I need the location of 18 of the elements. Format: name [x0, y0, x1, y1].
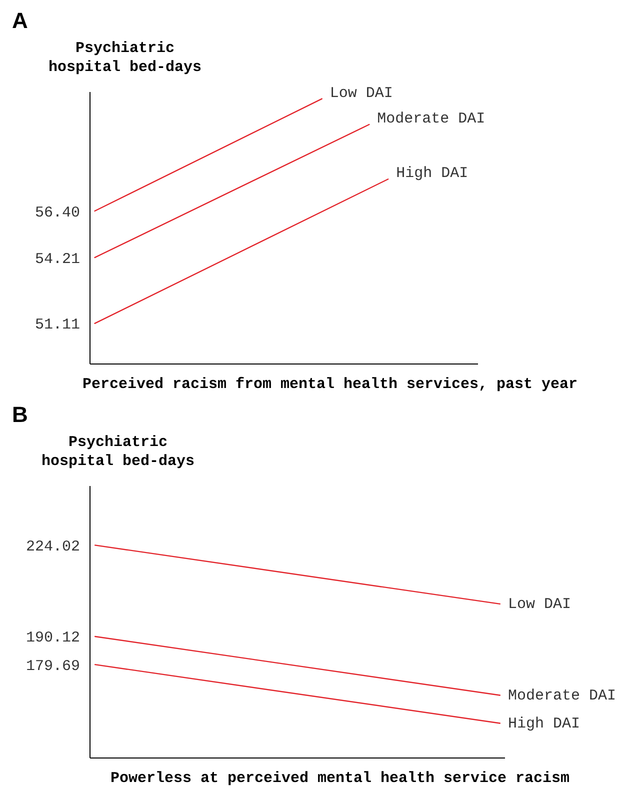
y-tick-label: 179.69 — [26, 658, 80, 675]
y-axis-title: Psychiatric hospital bed-days — [48, 40, 202, 76]
x-axis-title: Powerless at perceived mental health service racism — [110, 770, 570, 787]
y-axis-title: Psychiatric hospital bed-days — [41, 434, 195, 470]
y-tick-label: 190.12 — [26, 630, 80, 647]
y-tick-label: 224.02 — [26, 538, 80, 556]
y-tick-label: 54.21 — [34, 250, 80, 268]
series-label: Low DAI — [508, 596, 571, 613]
series-label: Moderate DAI — [508, 687, 616, 704]
chart-title: B — [12, 402, 28, 427]
series-label: High DAI — [508, 715, 580, 732]
y-tick-label: 51.11 — [34, 316, 80, 334]
series-label: Low DAI — [330, 84, 393, 102]
x-axis-title: Perceived racism from mental health services, past year — [82, 376, 578, 393]
series-label: Moderate DAI — [377, 110, 486, 128]
chart-title: A — [12, 8, 28, 33]
series-label: High DAI — [396, 165, 468, 182]
y-tick-label: 56.40 — [34, 204, 80, 222]
